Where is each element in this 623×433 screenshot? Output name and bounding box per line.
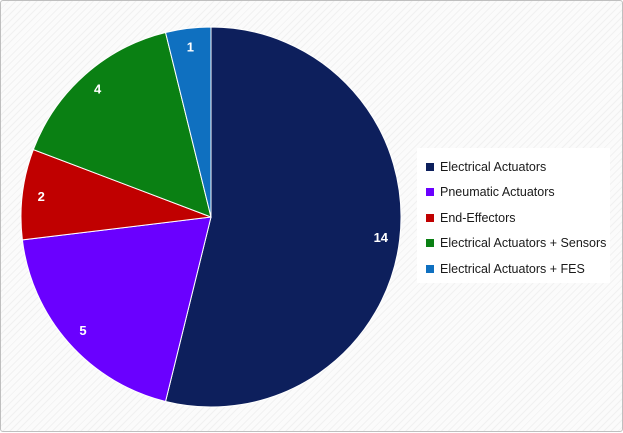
legend-swatch — [426, 264, 434, 273]
slice-electrical-actuators — [164, 26, 402, 408]
legend-swatch — [426, 188, 434, 197]
legend-label: End-Effectors — [440, 210, 516, 225]
slice-pneumatic-actuators — [21, 216, 212, 403]
data-label: 4 — [94, 82, 102, 97]
legend-label: Electrical Actuators — [440, 159, 547, 174]
slice-electrical-actuators-fes — [164, 26, 212, 218]
legend-swatch — [426, 162, 434, 171]
data-label: 14 — [374, 230, 389, 245]
slice-electrical-actuators-sensors — [32, 31, 212, 218]
legend-label: Electrical Actuators + Sensors — [440, 236, 607, 251]
legend-item-end-effectors: End-Effectors — [426, 205, 610, 231]
legend-label: Electrical Actuators + FES — [440, 261, 585, 276]
legend-item-pneumatic-actuators: Pneumatic Actuators — [426, 180, 610, 206]
legend-swatch — [426, 239, 434, 248]
legend-item-electrical-actuators-fes: Electrical Actuators + FES — [426, 256, 610, 282]
data-label: 1 — [187, 40, 194, 55]
legend-swatch — [426, 213, 434, 222]
data-label: 5 — [79, 323, 86, 338]
legend-label: Pneumatic Actuators — [440, 185, 555, 200]
legend-item-electrical-actuators: Electrical Actuators — [426, 154, 610, 180]
legend-item-electrical-actuators-sensors: Electrical Actuators + Sensors — [426, 231, 610, 257]
data-label: 2 — [38, 189, 45, 204]
legend: Electrical Actuators Pneumatic Actuators… — [417, 148, 610, 283]
